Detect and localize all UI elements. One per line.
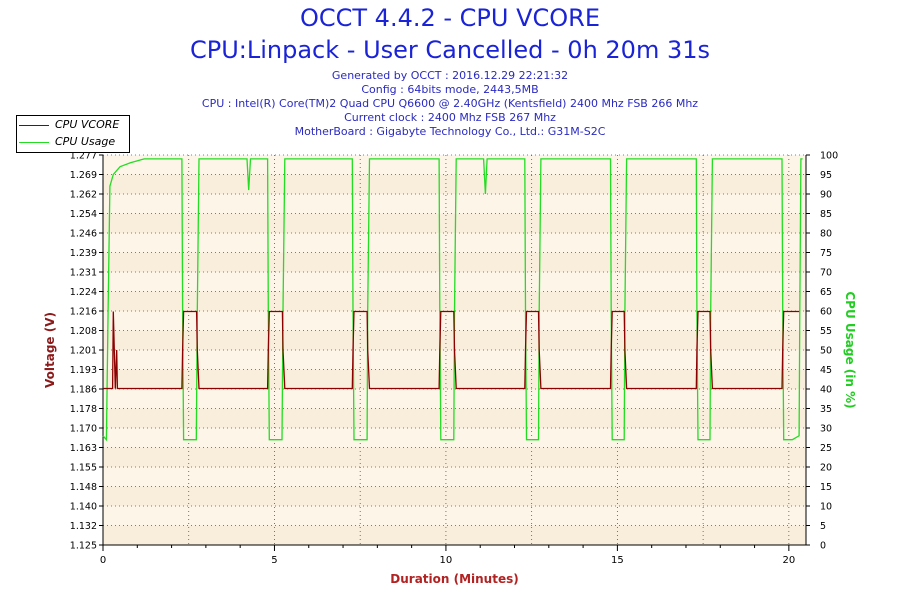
y-tick-label-left: 1.254 xyxy=(70,209,97,220)
y-tick-label-left: 1.208 xyxy=(70,326,97,337)
y-tick-label-right: 80 xyxy=(820,229,832,240)
y-tick-label-right: 100 xyxy=(820,151,838,162)
y-tick-label-left: 1.239 xyxy=(70,248,97,259)
y-tick-label-right: 30 xyxy=(820,424,832,435)
plot-band xyxy=(103,174,806,194)
chart-subtitle: CPU:Linpack - User Cancelled - 0h 20m 31… xyxy=(189,36,710,64)
series-line-cpu-vcore xyxy=(103,310,800,390)
y-tick-label-left: 1.201 xyxy=(70,346,97,357)
plot-band xyxy=(103,213,806,233)
y-tick-label-right: 75 xyxy=(820,248,832,259)
y-tick-label-left: 1.277 xyxy=(70,151,97,162)
y-tick-label-right: 85 xyxy=(820,209,832,220)
y-tick-label-left: 1.224 xyxy=(70,287,97,298)
plot-band xyxy=(103,447,806,467)
y-tick-label-right: 25 xyxy=(820,443,832,454)
y-tick-label-right: 45 xyxy=(820,365,832,376)
info-cpu: CPU : Intel(R) Core(TM)2 Quad CPU Q6600 … xyxy=(201,97,699,110)
y-tick-label-right: 15 xyxy=(820,482,832,493)
y-tick-label-left: 1.262 xyxy=(70,190,97,201)
legend-item-usage: CPU Usage xyxy=(19,134,115,150)
y-tick-label-right: 35 xyxy=(820,404,832,415)
y-tick-label-left: 1.140 xyxy=(70,502,97,513)
x-tick-label: 5 xyxy=(271,555,277,566)
y-tick-label-left: 1.132 xyxy=(70,521,97,532)
info-generated: Generated by OCCT : 2016.12.29 22:21:32 xyxy=(331,69,569,82)
info-motherboard: MotherBoard : Gigabyte Technology Co., L… xyxy=(294,125,606,138)
y-tick-label-left: 1.216 xyxy=(70,307,97,318)
plot-band xyxy=(103,525,806,545)
legend-swatch-usage xyxy=(19,141,49,143)
y-tick-label-left: 1.148 xyxy=(70,482,97,493)
y-axis-label-right: CPU Usage (in %) xyxy=(843,291,857,408)
x-axis-label: Duration (Minutes) xyxy=(390,572,518,586)
y-tick-label-right: 50 xyxy=(820,346,832,357)
y-tick-label-left: 1.231 xyxy=(70,268,97,279)
info-clock: Current clock : 2400 Mhz FSB 267 Mhz xyxy=(344,111,556,124)
x-tick-label: 20 xyxy=(782,555,795,566)
y-tick-label-right: 5 xyxy=(820,521,826,532)
y-tick-label-left: 1.125 xyxy=(70,541,97,552)
y-tick-label-right: 90 xyxy=(820,190,832,201)
y-tick-label-left: 1.186 xyxy=(70,385,97,396)
y-tick-label-right: 20 xyxy=(820,463,832,474)
legend-swatch-vcore xyxy=(19,124,49,126)
y-tick-label-right: 95 xyxy=(820,170,832,181)
info-config: Config : 64bits mode, 2443,5MB xyxy=(361,83,539,96)
y-tick-label-right: 0 xyxy=(820,541,826,552)
legend-label-vcore: CPU VCORE xyxy=(55,118,120,131)
y-tick-label-right: 55 xyxy=(820,326,832,337)
legend: CPU VCORE CPU Usage xyxy=(16,115,130,153)
y-tick-label-right: 70 xyxy=(820,268,832,279)
chart-title: OCCT 4.4.2 - CPU VCORE xyxy=(299,4,600,32)
plot-band xyxy=(103,486,806,506)
legend-label-usage: CPU Usage xyxy=(55,135,116,148)
x-tick-label: 0 xyxy=(100,555,106,566)
y-tick-label-left: 1.269 xyxy=(70,170,97,181)
y-tick-label-left: 1.155 xyxy=(70,463,97,474)
legend-item-vcore: CPU VCORE xyxy=(19,117,119,133)
y-tick-label-left: 1.163 xyxy=(70,443,97,454)
y-tick-label-right: 40 xyxy=(820,385,832,396)
y-tick-label-left: 1.193 xyxy=(70,365,97,376)
x-tick-label: 10 xyxy=(440,555,453,566)
y-axis-label-left: Voltage (V) xyxy=(43,312,57,388)
x-tick-label: 15 xyxy=(611,555,624,566)
y-tick-label-right: 60 xyxy=(820,307,832,318)
y-tick-label-right: 10 xyxy=(820,502,832,513)
y-tick-label-left: 1.246 xyxy=(70,229,97,240)
y-tick-label-left: 1.170 xyxy=(70,424,97,435)
y-tick-label-right: 65 xyxy=(820,287,832,298)
y-tick-label-left: 1.178 xyxy=(70,404,97,415)
series-line-cpu-usage xyxy=(102,158,803,442)
